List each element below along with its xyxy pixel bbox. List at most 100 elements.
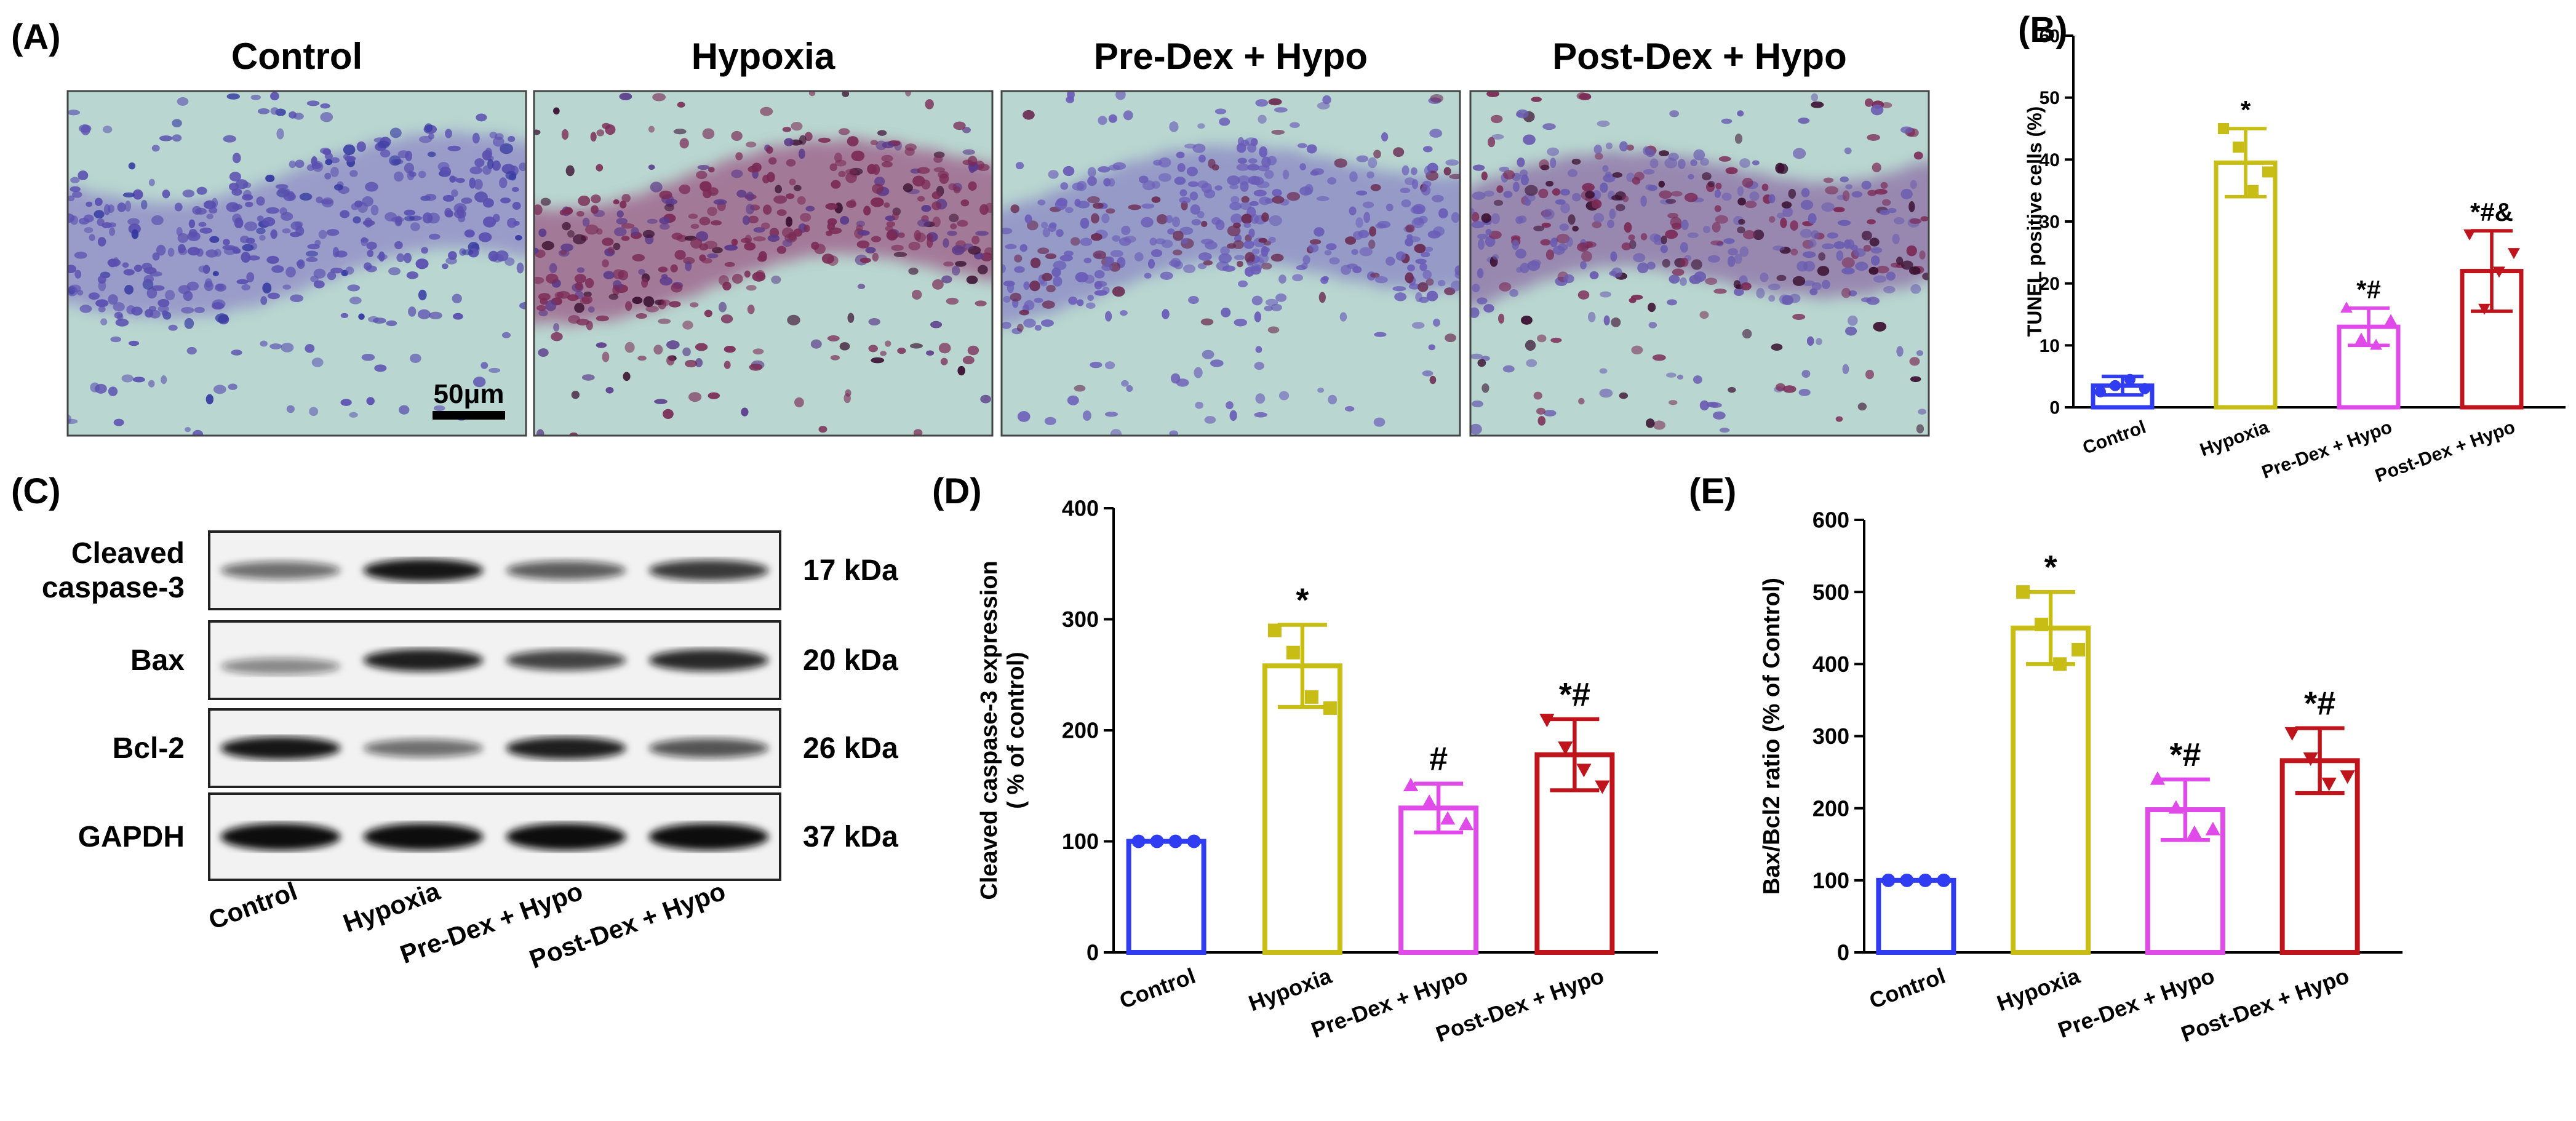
data-point (2139, 383, 2150, 394)
bar-group-3: *# (2279, 685, 2360, 955)
data-point (2284, 727, 2300, 741)
data-point (1918, 873, 1932, 887)
data-point (1304, 690, 1318, 704)
y-axis-title: Cleaved caspase-3 expression( % of contr… (976, 560, 1029, 900)
data-point (1576, 764, 1592, 778)
blot-bands (220, 648, 769, 675)
y-tick-label: 200 (1062, 718, 1099, 743)
data-point (2110, 380, 2121, 391)
band (648, 738, 769, 758)
bar-group-2: *# (2145, 736, 2225, 955)
band-kda: 20 kDa (803, 644, 898, 677)
bar-group-1: * (1262, 582, 1342, 955)
data-point (2508, 248, 2520, 260)
panel-b-chart: (B) 0 10 20 30 40 50 60 TUNEL positive cells (%… (2018, 10, 2566, 486)
x-category-label: Hypoxia (2197, 417, 2271, 460)
panel-d-chart: (D) 0 100 200 300 400 Cleaved caspase-3 expre… (932, 471, 1658, 1047)
data-point (1900, 873, 1914, 887)
micrograph-title: Post-Dex + Hypo (1552, 36, 1846, 77)
data-point (2205, 821, 2220, 836)
band (648, 560, 769, 581)
data-point (1267, 623, 1282, 637)
y-tick-label: 0 (1087, 940, 1099, 965)
blot-row-gapdh: GAPDH 37 kDa (78, 792, 898, 881)
band (506, 823, 626, 850)
band (220, 658, 341, 675)
data-point (2370, 338, 2382, 350)
y-tick-label: 100 (1062, 829, 1099, 854)
bar-group-0 (2091, 373, 2155, 410)
band (506, 560, 626, 580)
data-point (2478, 303, 2490, 315)
band (363, 648, 484, 672)
panel-e-chart: (E) 0 100 200 300 400 500 600 Bax/Bcl2 ratio (%… (1689, 471, 2403, 1047)
bar-group-0 (1876, 873, 1956, 955)
micrograph-title: Hypoxia (692, 36, 835, 77)
significance-mark: * (1296, 582, 1309, 619)
y-axis-title: TUNEL positive cells (%) (2024, 106, 2046, 337)
micrograph-border (1000, 90, 1461, 437)
micrograph-title: Pre-Dex + Hypo (1094, 36, 1368, 77)
data-point (2035, 617, 2049, 631)
data-point (2016, 585, 2030, 599)
lane-label: Hypoxia (339, 876, 444, 938)
y-tick-label: 300 (1062, 607, 1099, 632)
data-point (1881, 873, 1896, 887)
data-point (2463, 229, 2476, 241)
blot-bands (220, 559, 769, 582)
bar-group-2: # (1398, 741, 1479, 955)
blot-bands (220, 823, 769, 850)
x-category-label: Post-Dex + Hypo (2372, 417, 2518, 487)
panel-e-label: (E) (1689, 471, 1736, 511)
cell-nuclei (1470, 91, 1929, 435)
micrograph-border (1469, 90, 1930, 437)
data-point (2168, 800, 2183, 814)
y-tick-label: 100 (1812, 868, 1849, 893)
data-point (1539, 714, 1555, 728)
blot-bands (220, 736, 769, 760)
data-point (1422, 794, 1437, 808)
significance-mark: *# (2356, 275, 2381, 304)
band-name: Bcl-2 (113, 732, 185, 765)
band (220, 561, 341, 580)
band (363, 739, 484, 757)
bar-group-3: *# (1534, 676, 1615, 955)
y-tick-label: 0 (1837, 940, 1849, 965)
band (220, 736, 341, 760)
bar-group-3: *#& (2460, 197, 2524, 410)
y-tick-label: 400 (1062, 496, 1099, 521)
bar (2011, 625, 2091, 955)
bar (1876, 877, 1956, 955)
data-point (2150, 771, 2165, 785)
band-name: Cleaved caspase-3 (42, 537, 185, 604)
cell-nuclei (68, 92, 526, 436)
y-tick-label: 600 (1812, 508, 1849, 533)
band (506, 650, 626, 671)
data-point (2355, 332, 2367, 344)
panel-b-label: (B) (2018, 10, 2068, 50)
data-point (2095, 386, 2106, 397)
data-point (1323, 701, 1337, 715)
bar-group-0 (1126, 834, 1206, 955)
data-point (1286, 645, 1300, 660)
blot-row-bcl-2: Bcl-2 26 kDa (113, 708, 898, 788)
micrograph-hypoxia: Hypoxia (533, 36, 994, 437)
y-tick-label: 30 (2040, 212, 2060, 233)
band-name: GAPDH (78, 821, 185, 853)
panel-c-western-blot: (C) Cleaved caspase-3 17 kDa Bax 20 kDa Bcl-2… (11, 471, 898, 974)
data-point (1595, 780, 1610, 794)
data-point (2053, 657, 2067, 671)
y-tick-label: 400 (1812, 652, 1849, 677)
panel-d-label: (D) (932, 471, 982, 511)
x-category-label: Hypoxia (1993, 963, 2084, 1016)
data-point (2124, 373, 2135, 385)
data-point (2233, 142, 2244, 153)
data-point (2247, 185, 2259, 196)
micrograph-pre: Pre-Dex + Hypo (1000, 36, 1461, 437)
scale-bar-label: 50μm (434, 379, 504, 409)
band (648, 649, 769, 671)
data-point (1150, 834, 1164, 848)
bar-group-1: * (2214, 95, 2278, 410)
x-category-label: Hypoxia (1245, 963, 1336, 1016)
